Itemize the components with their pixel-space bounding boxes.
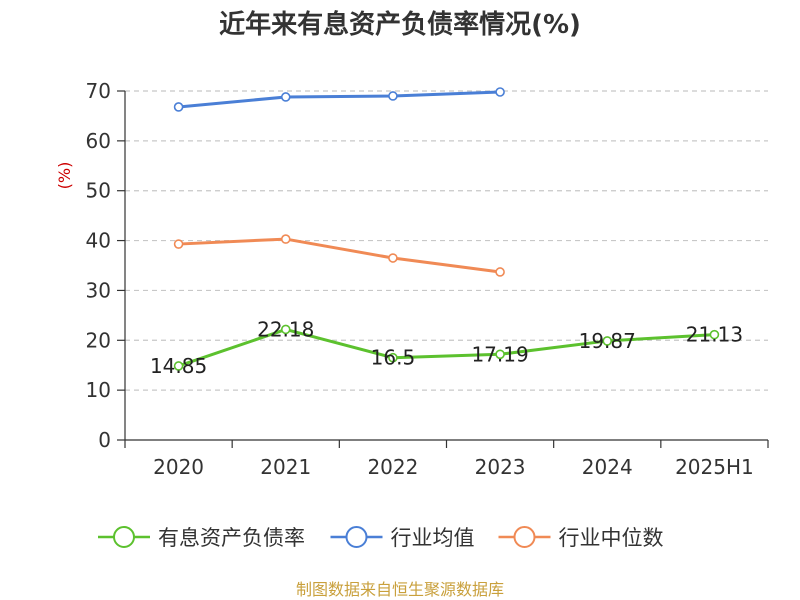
data-point [280,324,291,335]
y-tick-label: 30 [86,278,111,302]
y-axis-label: (%) [55,162,74,190]
data-point [495,267,505,277]
y-tick-label: 0 [98,428,111,452]
legend-label: 行业中位数 [559,526,664,550]
series-1 [173,324,720,371]
x-tick-label: 2025H1 [675,455,754,479]
legend-swatch-marker [113,526,135,548]
data-point [388,352,398,363]
x-tick-label: 2024 [582,455,633,479]
data-point [173,102,184,112]
data-label: 22.18 [257,317,314,341]
legend-label: 有息资产负债率 [158,526,305,550]
data-point [280,92,291,102]
legend-item[interactable]: 有息资产负债率 [98,526,305,550]
data-point [495,349,505,360]
data-label: 17.19 [471,342,528,366]
series-3 [173,234,505,277]
data-label: 19.87 [579,329,636,353]
data-point [173,239,184,249]
data-labels: 14.85 22.18 16.5 17.19 19.87 21.13 [150,317,743,378]
x-tick-label: 2023 [475,455,526,479]
data-point [280,234,291,244]
series-line [178,90,501,109]
legend-label: 行业均值 [391,526,475,550]
legend-item[interactable]: 行业均值 [330,526,475,550]
data-point [388,91,398,101]
legend-swatch-marker [513,526,536,548]
grid [125,90,768,391]
source-note: 制图数据来自恒生聚源数据库 [296,580,504,599]
chart-title: 近年来有息资产负债率情况(%) [219,9,581,40]
data-point [602,336,613,346]
legend-item[interactable]: 行业中位数 [498,526,664,550]
y-axis: 0 10 20 30 40 50 60 70 (%) [55,79,126,452]
x-tick-label: 2021 [260,455,311,479]
y-tick-label: 50 [86,179,111,203]
series-line [178,327,715,368]
x-tick-label: 2022 [367,455,418,479]
data-label: 21.13 [686,323,743,347]
data-point [495,87,505,97]
y-tick-label: 20 [86,328,111,352]
data-point [173,361,184,371]
data-label: 14.85 [150,354,207,378]
y-tick-label: 40 [86,229,111,253]
x-tick-label: 2020 [153,455,204,479]
series-2 [173,87,505,112]
series-line [178,237,501,274]
y-tick-label: 70 [86,79,111,103]
series-layer [173,87,720,371]
y-tick-label: 10 [86,378,111,402]
y-tick-label: 60 [86,129,111,153]
legend-swatch-marker [345,526,368,548]
data-label: 16.5 [371,346,416,370]
legend: 有息资产负债率 行业均值 行业中位数 [98,526,664,550]
x-axis: 2020 2021 2022 2023 2024 2025H1 [124,439,769,479]
data-point [388,253,398,263]
data-point [709,329,720,340]
